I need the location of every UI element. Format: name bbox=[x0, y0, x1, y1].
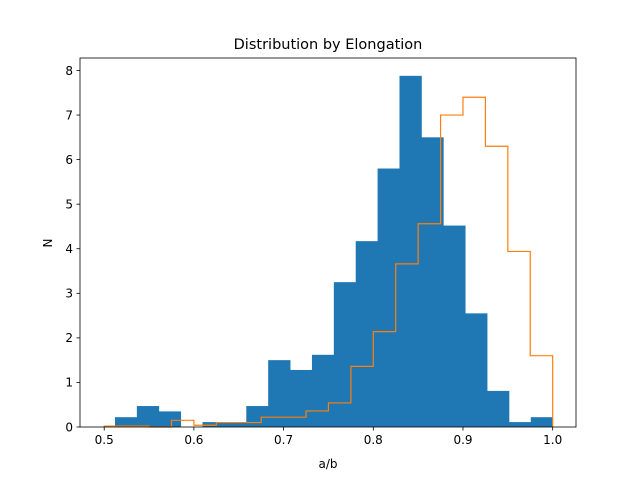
y-tick-label: 7 bbox=[65, 108, 73, 122]
histogram-bar bbox=[399, 75, 422, 428]
histogram-bar bbox=[443, 225, 466, 427]
histogram-bar bbox=[377, 168, 400, 428]
histogram-bar bbox=[421, 137, 444, 427]
y-tick-label: 8 bbox=[65, 64, 73, 78]
histogram-bar bbox=[311, 354, 335, 427]
y-tick-label: 6 bbox=[65, 153, 73, 167]
histogram-bar bbox=[290, 369, 313, 427]
axes-frame bbox=[79, 57, 577, 428]
y-tick-label: 0 bbox=[65, 420, 73, 434]
x-tick-label: 0.9 bbox=[453, 433, 472, 447]
y-tick-label: 5 bbox=[65, 197, 73, 211]
y-axis-label: N bbox=[41, 239, 55, 248]
histogram-bar bbox=[136, 406, 160, 427]
x-tick-label: 0.5 bbox=[95, 433, 114, 447]
histogram-bar bbox=[202, 422, 225, 427]
y-tick-label: 1 bbox=[65, 376, 73, 390]
histogram-bar bbox=[224, 422, 247, 427]
histogram-bar bbox=[465, 313, 488, 427]
histogram-bar bbox=[268, 360, 291, 427]
histogram-bar bbox=[158, 411, 182, 427]
y-tick-label: 3 bbox=[65, 287, 73, 301]
histogram-bar bbox=[508, 422, 532, 427]
histogram-bar bbox=[355, 241, 378, 427]
plot-area: 0.5 0.6 0.7 0.8 0.9 1.0 0 1 2 3 4 5 6 7 8 bbox=[65, 57, 577, 447]
chart-title: Distribution by Elongation bbox=[234, 37, 423, 53]
histogram-bar bbox=[333, 282, 357, 427]
x-tick-label: 1.0 bbox=[543, 433, 562, 447]
histogram-bar bbox=[530, 417, 554, 427]
y-tick-label: 2 bbox=[65, 331, 73, 345]
x-axis-label: a/b bbox=[318, 457, 337, 471]
x-tick-label: 0.6 bbox=[184, 433, 203, 447]
x-tick-label: 0.8 bbox=[364, 433, 383, 447]
histogram-bar bbox=[487, 390, 510, 427]
step-histogram-line bbox=[103, 96, 554, 428]
histogram-bar bbox=[246, 406, 269, 427]
x-tick-label: 0.7 bbox=[274, 433, 293, 447]
y-tick-label: 4 bbox=[65, 242, 73, 256]
histogram-bar bbox=[114, 417, 138, 427]
